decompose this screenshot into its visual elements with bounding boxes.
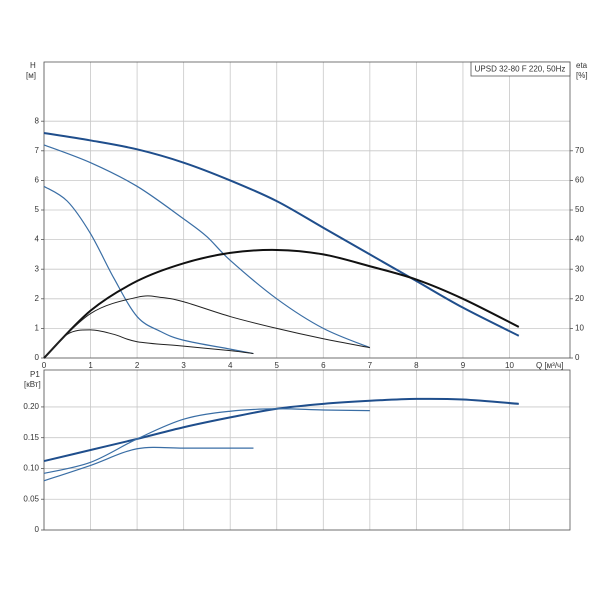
y2-tick-label: 10 <box>575 324 584 333</box>
y-tick-label: 0.15 <box>23 433 39 442</box>
y-tick-label: 0 <box>35 353 40 362</box>
y-unit: [м] <box>26 71 36 80</box>
x-tick-label: 7 <box>368 361 373 370</box>
plot-frame <box>43 369 571 531</box>
x-tick-label: 10 <box>505 361 514 370</box>
y2-label: eta <box>576 61 588 70</box>
y2-unit: [%] <box>576 71 588 80</box>
y2-tick-label: 20 <box>575 294 584 303</box>
y2-tick-label: 70 <box>575 146 584 155</box>
x-tick-label: 9 <box>461 361 466 370</box>
y-tick-label: 2 <box>35 294 40 303</box>
y2-tick-label: 40 <box>575 235 584 244</box>
x-tick-label: 2 <box>135 361 140 370</box>
y-tick-label: 0.10 <box>23 464 39 473</box>
y2-tick-label: 50 <box>575 205 584 214</box>
y-tick-label: 5 <box>35 205 40 214</box>
y-tick-label: 8 <box>35 116 40 125</box>
y2-tick-label: 60 <box>575 176 584 185</box>
curve <box>43 446 254 482</box>
plot-frame <box>43 61 571 359</box>
curve <box>43 295 370 359</box>
y-tick-label: 0.20 <box>23 402 39 411</box>
curve <box>43 132 520 337</box>
x-tick-label: 6 <box>321 361 326 370</box>
y-label: P1 <box>30 370 40 379</box>
x-tick-label: 0 <box>42 361 47 370</box>
y-tick-label: 7 <box>35 146 40 155</box>
curve <box>43 329 254 359</box>
x-tick-label: 1 <box>88 361 93 370</box>
y-tick-label: 6 <box>35 176 40 185</box>
y-tick-label: 3 <box>35 264 40 273</box>
chart-title: UPSD 32-80 F 220, 50Hz <box>475 65 566 74</box>
x-tick-label: 4 <box>228 361 233 370</box>
title-box <box>470 61 571 77</box>
x-tick-label: 5 <box>275 361 280 370</box>
y-tick-label: 1 <box>35 324 40 333</box>
y-tick-label: 0 <box>35 525 40 534</box>
curve <box>43 185 254 355</box>
y-tick-label: 4 <box>35 235 40 244</box>
curve <box>43 248 520 359</box>
x-tick-label: 3 <box>181 361 186 370</box>
y2-tick-label: 30 <box>575 264 584 273</box>
y-label: H <box>30 61 36 70</box>
curve <box>43 408 370 474</box>
curve <box>43 144 371 349</box>
y-unit: [кВт] <box>24 380 41 389</box>
x-tick-label: 8 <box>414 361 419 370</box>
y-tick-label: 0.05 <box>23 494 39 503</box>
x-label: Q [м³/ч] <box>536 361 563 370</box>
y2-tick-label: 0 <box>575 353 580 362</box>
